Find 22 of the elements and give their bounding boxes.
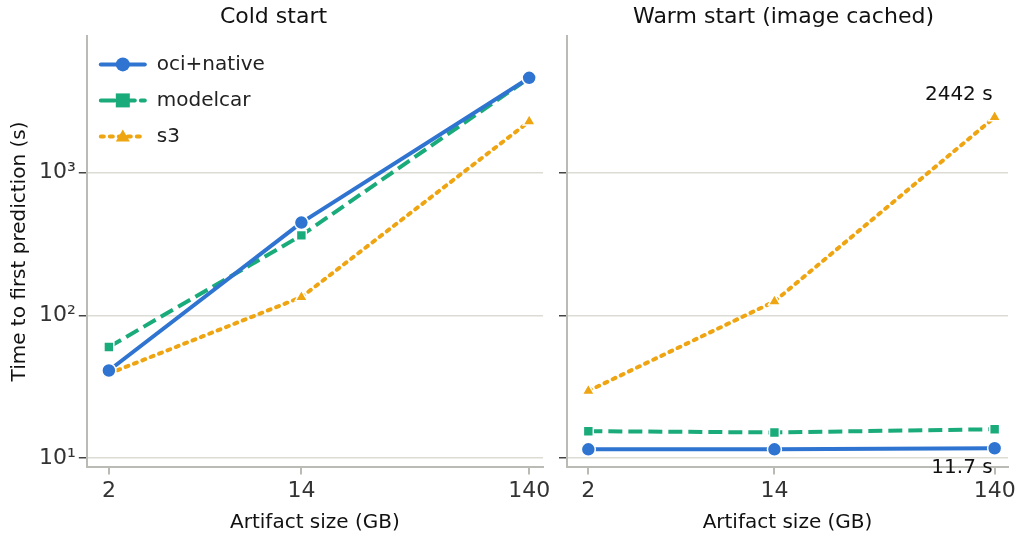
x-tick-label: 2 — [581, 476, 596, 502]
x-axis-title: Artifact size (GB) — [230, 509, 400, 534]
x-tick-label: 140 — [973, 476, 1016, 502]
annotation: 2442 s — [924, 81, 993, 106]
legend-label: modelcar — [156, 86, 252, 111]
x-tick-label: 2 — [101, 476, 116, 502]
y-tick-label: 10³ — [38, 158, 76, 184]
x-tick-label: 14 — [287, 476, 316, 502]
legend-label: oci+native — [156, 50, 265, 75]
point — [580, 441, 597, 458]
point — [986, 440, 1003, 456]
x-axis-title: Artifact size (GB) — [702, 509, 873, 534]
x-tick-label: 14 — [760, 476, 789, 502]
chart-title: Warm start (image cached) — [633, 2, 934, 28]
y-axis-title: Time to first prediction (s) — [6, 121, 31, 383]
annotation: 11.7 s — [931, 454, 993, 479]
y-tick-label: 10¹ — [38, 443, 76, 469]
x-tick-label: 140 — [508, 476, 551, 502]
legend-label: s3 — [156, 122, 180, 147]
chart-title: Cold start — [219, 2, 328, 28]
y-tick-label: 10² — [38, 300, 76, 326]
point — [987, 109, 1002, 122]
